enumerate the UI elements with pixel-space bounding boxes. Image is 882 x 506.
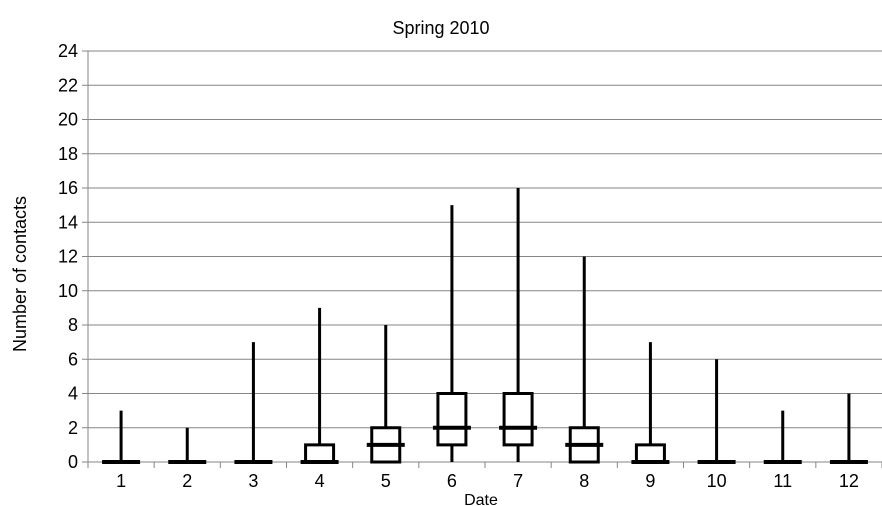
y-tick-label: 6 <box>68 349 78 369</box>
x-tick-label: 5 <box>381 471 391 491</box>
iqr-box <box>502 392 534 447</box>
box-group <box>565 256 604 464</box>
y-axis-label: Number of contacts <box>10 196 30 352</box>
x-tick-label: 11 <box>773 471 792 491</box>
x-tick-label: 6 <box>447 471 457 491</box>
y-tick-label: 0 <box>68 452 78 472</box>
x-tick-label: 2 <box>182 471 192 491</box>
box-group <box>829 393 868 464</box>
x-tick-label: 10 <box>707 471 727 491</box>
box-group <box>234 342 273 464</box>
y-tick-label: 2 <box>68 418 78 438</box>
x-tick-label: 12 <box>839 471 859 491</box>
x-tick-label: 1 <box>116 471 126 491</box>
box-group <box>432 205 471 462</box>
y-tick-label: 8 <box>68 315 78 335</box>
box-group <box>300 307 339 464</box>
box-group <box>763 410 802 464</box>
box-group <box>102 410 141 464</box>
chart-title: Spring 2010 <box>392 18 489 38</box>
box-series <box>102 188 868 464</box>
x-tick-label: 4 <box>315 471 325 491</box>
y-tick-label: 4 <box>68 384 78 404</box>
y-tick-label: 10 <box>58 281 78 301</box>
iqr-box <box>634 443 666 464</box>
y-tick-label: 22 <box>58 75 78 95</box>
y-tick-label: 12 <box>58 247 78 267</box>
iqr-box <box>436 392 468 447</box>
box-group <box>631 342 670 464</box>
y-tick-label: 20 <box>58 110 78 130</box>
box-group <box>168 427 207 464</box>
y-tick-label: 18 <box>58 144 78 164</box>
y-tick-label: 16 <box>58 178 78 198</box>
x-axis-ticks: 1 2 3 4 5 6 7 8 9 10 11 12 <box>87 462 882 491</box>
iqr-box <box>304 443 336 464</box>
y-tick-label: 14 <box>58 212 78 232</box>
x-tick-label: 3 <box>248 471 258 491</box>
box-group <box>366 325 405 464</box>
gridlines <box>87 50 882 463</box>
x-axis-label: Date <box>464 492 498 506</box>
x-tick-label: 9 <box>645 471 655 491</box>
box-group <box>499 188 538 462</box>
x-tick-label: 7 <box>513 471 523 491</box>
y-tick-label: 24 <box>58 41 78 61</box>
x-tick-label: 8 <box>579 471 589 491</box>
box-group <box>697 359 736 464</box>
